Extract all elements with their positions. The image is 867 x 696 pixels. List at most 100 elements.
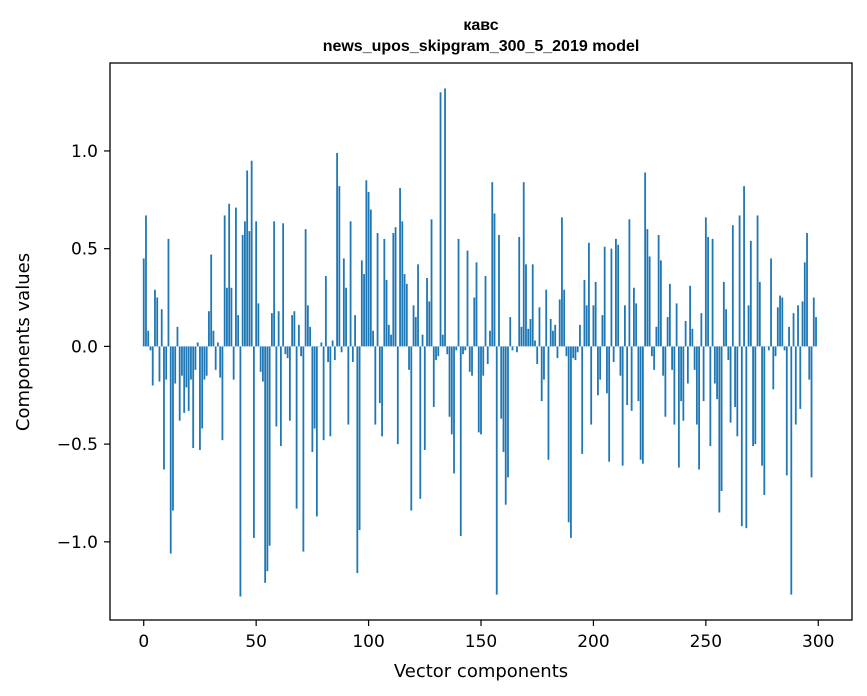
bar-25 [199,346,201,450]
bar-39 [230,287,233,347]
bar-188 [565,346,568,357]
bar-102 [372,330,374,347]
bar-92 [349,221,352,347]
x-tick-label: 0 [138,632,149,652]
bar-220 [637,346,640,402]
bar-158 [498,234,500,347]
bar-148 [475,262,478,347]
bar-237 [675,303,678,347]
bar-115 [401,221,404,347]
bar-226 [650,346,653,357]
bar-12 [169,346,172,554]
bar-145 [468,346,471,372]
bar-164 [511,346,514,351]
bar-248 [700,313,703,347]
bar-18 [183,346,186,413]
bar-107 [383,238,386,347]
bar-294 [803,262,806,347]
x-tick-label: 200 [577,632,609,652]
bar-185 [558,299,561,347]
bar-9 [163,346,165,470]
bar-104 [376,233,379,347]
bar-129 [432,346,435,407]
bar-224 [646,229,649,347]
chart-title: кавс [463,17,498,34]
bar-176 [538,307,541,347]
bar-250 [704,217,707,347]
bar-218 [633,287,635,347]
bar-130 [435,346,437,361]
bar-228 [655,326,658,347]
bar-21 [190,346,192,380]
bar-208 [610,248,613,347]
bar-227 [653,346,656,370]
bar-262 [731,225,734,347]
bar-4 [151,346,154,386]
bar-19 [185,346,188,388]
bar-24 [196,342,199,347]
bar-151 [482,346,485,376]
bar-286 [785,346,788,476]
bar-267 [743,186,745,347]
bar-191 [572,346,575,359]
bar-161 [504,346,507,505]
bar-48 [250,160,253,347]
bar-252 [709,346,712,447]
bar-66 [291,315,294,347]
y-tick-label: 0.5 [71,240,98,260]
bar-44 [241,234,244,347]
bar-14 [174,346,177,384]
x-tick-label: 100 [352,632,384,652]
bar-263 [734,346,736,407]
bar-83 [329,346,332,437]
bar-57 [270,313,273,347]
bar-27 [203,346,206,380]
bar-180 [547,346,550,460]
bar-133 [441,334,444,347]
bar-202 [597,346,599,396]
bar-103 [374,346,377,425]
bar-223 [644,172,647,347]
bar-32 [214,346,217,370]
bar-100 [367,191,370,347]
bar-160 [502,346,505,452]
bar-110 [390,334,392,347]
bar-58 [273,221,276,347]
bar-45 [244,221,246,347]
bar-51 [257,303,260,347]
bar-113 [396,346,399,445]
bar-284 [781,297,784,347]
bar-276 [763,346,766,495]
bar-142 [462,346,464,355]
bar-189 [567,346,570,523]
bar-13 [172,346,174,511]
bar-5 [154,289,156,347]
bar-80 [322,346,325,441]
bar-123 [419,346,422,499]
bar-197 [585,305,588,347]
bar-268 [745,346,748,529]
bar-17 [181,346,183,376]
bar-266 [740,346,743,527]
bar-26 [201,346,204,429]
bar-109 [387,324,390,347]
bar-253 [711,238,714,347]
bar-43 [239,346,242,597]
bar-127 [428,301,431,347]
bar-87 [338,186,341,347]
bar-231 [662,346,665,376]
bar-221 [639,346,642,460]
bar-108 [385,279,388,347]
bar-112 [394,227,397,347]
bar-56 [268,346,271,546]
bar-244 [691,328,694,347]
x-tick-label: 150 [465,632,497,652]
bar-93 [351,346,354,363]
y-tick-label: 0.0 [71,337,98,357]
bar-95 [356,346,359,574]
bar-8 [160,309,163,347]
bar-124 [421,334,424,347]
bar-229 [657,234,660,347]
bar-155 [491,182,494,347]
bar-288 [790,346,793,595]
